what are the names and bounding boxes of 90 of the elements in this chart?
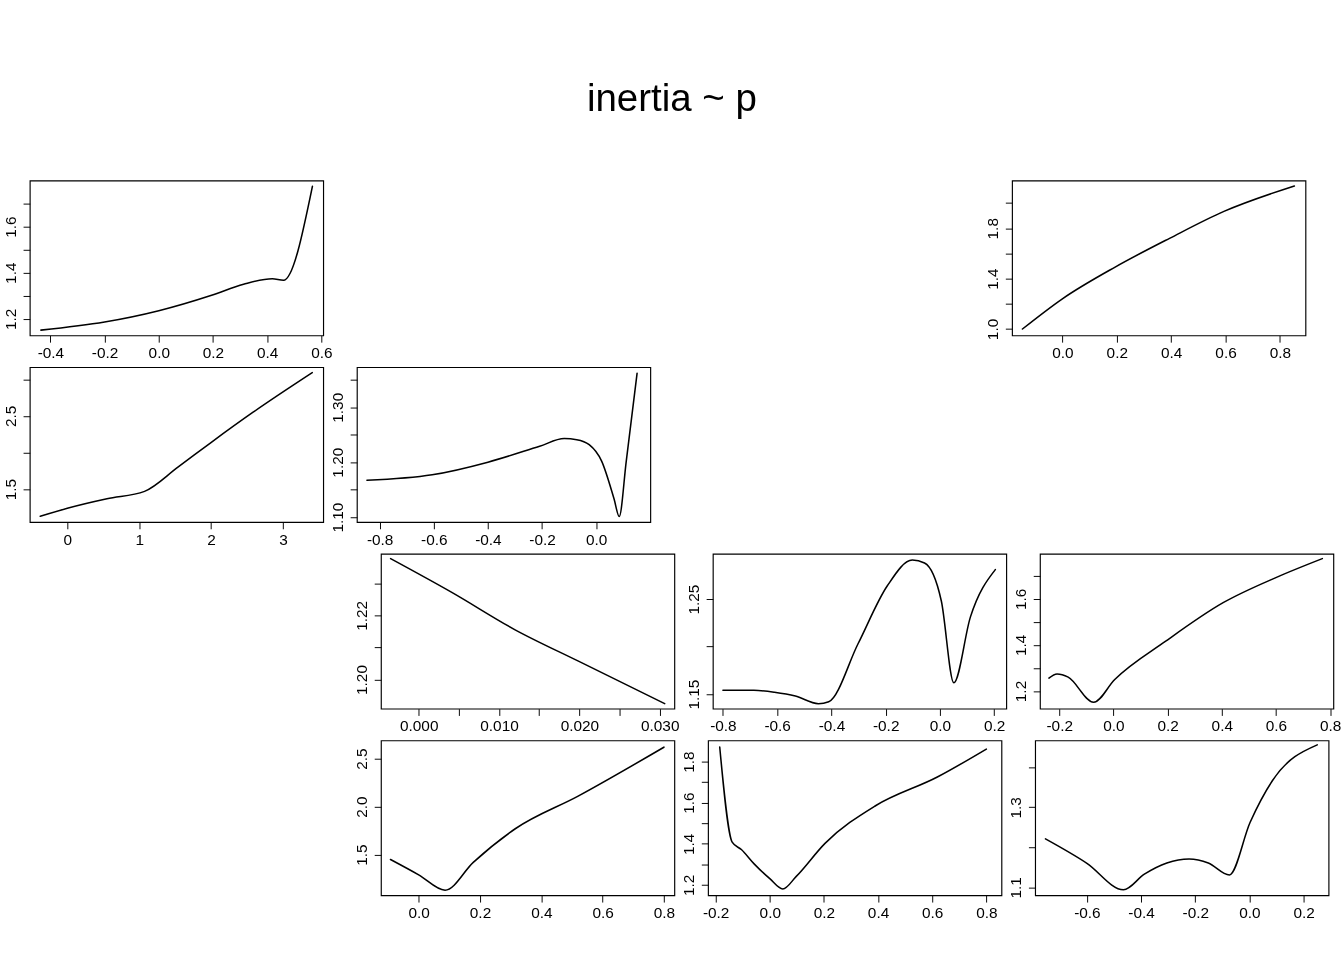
y-tick-label: 1.8 (680, 751, 698, 773)
y-tick-label: 1.4 (1, 262, 19, 284)
x-tick-label: -0.2 (872, 717, 900, 735)
x-tick-label: -0.6 (764, 717, 791, 735)
y-tick-label: 1.2 (1012, 680, 1030, 703)
y-tick-label: 1.0 (984, 318, 1002, 341)
y-tick-label: 1.10 (328, 502, 346, 533)
x-tick-label: 2 (207, 530, 216, 548)
x-tick-label: 0.0 (586, 530, 608, 548)
line-series (389, 746, 665, 891)
x-tick-label: 0.4 (531, 903, 553, 921)
x-tick-label: 0.8 (1319, 717, 1342, 735)
x-tick-label: -0.6 (1074, 903, 1101, 921)
x-tick-label: 0.8 (976, 903, 998, 921)
x-tick-label: -0.2 (702, 903, 730, 921)
x-tick-label: -0.4 (1128, 903, 1156, 921)
y-tick-label: 1.4 (680, 833, 698, 855)
line-series (1021, 185, 1296, 330)
y-tick-label: 1.4 (1012, 634, 1030, 657)
y-tick-label: 1.2 (1, 308, 19, 330)
y-tick-label: 1.6 (1012, 588, 1030, 610)
x-tick-label: 0.000 (399, 717, 439, 735)
line-series (1044, 744, 1318, 891)
x-tick-label: -0.4 (818, 717, 846, 735)
y-tick-label: 1.15 (684, 679, 702, 710)
x-tick-label: 0.0 (408, 903, 430, 921)
y-tick-label: 2.5 (353, 748, 371, 770)
x-tick-label: 0.0 (148, 344, 170, 362)
y-tick-label: 1.25 (684, 584, 702, 615)
y-tick-label: 1.8 (984, 218, 1002, 240)
x-tick-label: 0.4 (867, 903, 890, 921)
x-tick-label: 0 (63, 530, 73, 548)
y-tick-label: 1.5 (1, 478, 19, 501)
x-tick-label: 0.8 (1269, 344, 1292, 362)
y-tick-label: 1.5 (353, 844, 371, 866)
x-tick-label: 0.8 (653, 903, 676, 921)
y-tick-label: 2.5 (1, 405, 19, 428)
x-tick-label: 0.4 (256, 344, 279, 362)
y-tick-label: 1.4 (984, 267, 1002, 290)
x-tick-label: 0.0 (1239, 903, 1261, 921)
line-series (366, 372, 638, 518)
x-tick-label: 3 (279, 530, 288, 548)
x-tick-label: -0.2 (1182, 903, 1210, 921)
x-tick-label: -0.8 (710, 717, 737, 735)
y-tick-label: 1.2 (680, 874, 698, 897)
x-tick-label: -0.8 (366, 530, 394, 548)
y-tick-label: 1.6 (1, 216, 19, 238)
y-tick-label: 1.30 (328, 392, 346, 423)
x-tick-label: 0.6 (1265, 717, 1288, 735)
x-tick-label: 0.4 (1160, 344, 1183, 362)
x-tick-label: 0.2 (202, 344, 225, 362)
line-series (1048, 557, 1324, 704)
x-tick-label: 0.0 (759, 903, 781, 921)
x-tick-label: 0.6 (1215, 344, 1237, 362)
y-tick-label: 1.22 (353, 600, 371, 631)
x-tick-label: 0.2 (1157, 717, 1179, 735)
line-series (40, 185, 314, 331)
x-tick-label: -0.4 (475, 530, 503, 548)
text: inertia ~ p (586, 75, 757, 119)
x-tick-label: -0.2 (1046, 717, 1073, 735)
x-tick-label: 0.020 (560, 717, 600, 735)
x-tick-label: 1 (135, 530, 144, 548)
x-tick-label: 0.2 (1293, 903, 1315, 921)
x-tick-label: 0.0 (1052, 344, 1074, 362)
x-tick-label: -0.2 (91, 344, 119, 362)
y-tick-label: 1.6 (680, 792, 698, 814)
x-tick-label: -0.4 (37, 344, 65, 362)
x-tick-label: -0.2 (529, 530, 556, 548)
line-series (389, 557, 666, 705)
y-tick-label: 1.20 (353, 665, 371, 695)
x-tick-label: -0.6 (421, 530, 448, 548)
line-series (39, 371, 314, 518)
x-tick-label: 0.2 (1106, 344, 1128, 362)
x-tick-label: 0.2 (469, 903, 492, 921)
x-tick-label: 0.6 (922, 903, 944, 921)
y-tick-label: 1.3 (1007, 797, 1025, 819)
x-tick-label: 0.2 (813, 903, 836, 921)
x-tick-label: 0.6 (311, 344, 333, 362)
line-series (718, 746, 988, 890)
x-tick-label: 0.2 (984, 717, 1006, 735)
x-tick-label: 0.4 (1211, 717, 1234, 735)
x-tick-label: 0.0 (929, 717, 952, 735)
x-tick-label: 0.010 (480, 717, 519, 735)
line-series (722, 559, 997, 705)
y-tick-label: 1.1 (1007, 877, 1025, 899)
x-tick-label: 0.0 (1103, 717, 1125, 735)
x-tick-label: 0.6 (592, 903, 614, 921)
y-tick-label: 1.20 (328, 447, 346, 478)
x-tick-label: 0.030 (640, 717, 680, 735)
y-tick-label: 2.0 (353, 796, 371, 818)
